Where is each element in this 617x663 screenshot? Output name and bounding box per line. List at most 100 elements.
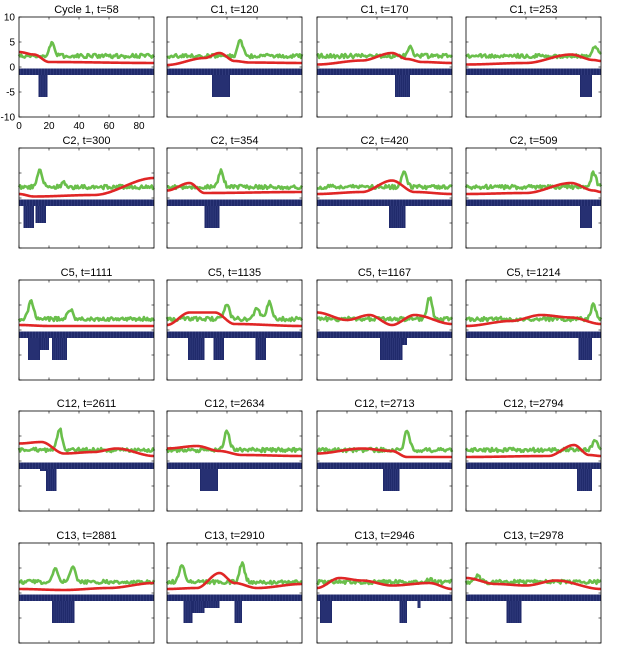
subplot-background [317,17,452,117]
x-tick-label: 20 [43,121,55,132]
red-series-line [316,576,453,591]
x-tick-label: 40 [73,121,85,132]
subplot-11: C5, t=1167 [316,267,454,381]
neg-bar [40,469,46,471]
subplot-background [317,411,452,511]
y-tick-label: -5 [6,88,15,99]
neg-bar [23,206,34,228]
neg-bar [35,206,46,223]
neg-bar [200,469,218,491]
subplot-background [466,280,601,380]
subplot-title: C13, t=2978 [503,530,563,542]
red-series-line [465,53,602,66]
subplot-background [19,280,154,380]
subplot-title: C13, t=2910 [204,530,264,542]
red-series-line [316,179,453,196]
green-series-line [315,44,454,60]
subplot-title: C13, t=2946 [354,530,414,542]
subplot-title: Cycle 1, t=58 [54,4,119,16]
subplot-9: C5, t=1111 [17,267,156,381]
green-series-line [316,170,453,191]
red-series-line [18,176,155,198]
subplot-5: C2, t=300 [17,135,155,249]
x-tick-label: 0 [16,121,22,132]
green-series-line [464,170,603,191]
red-series-line [465,576,602,591]
red-series-line [166,571,303,591]
red-series-line [316,311,453,327]
subplot-13: C12, t=2611 [17,398,156,512]
neg-bar [212,75,230,97]
subplot-title: C1, t=170 [360,4,408,16]
subplot-title: C12, t=2713 [354,398,414,410]
subplot-title: C12, t=2794 [503,398,563,410]
subplot-8: C2, t=509 [464,135,603,249]
subplot-16: C12, t=2794 [464,398,602,512]
neg-bar [38,75,48,97]
subplot-17: C13, t=2881 [18,530,156,644]
green-series-line [166,38,304,60]
subplot-title: C5, t=1111 [61,267,113,279]
subplot-6: C2, t=354 [166,135,304,249]
subplot-title: C5, t=1167 [358,267,411,279]
subplot-title: C5, t=1135 [208,267,261,279]
red-series-line [18,581,155,592]
subplot-15: C12, t=2713 [316,398,454,512]
neg-bar [52,601,75,623]
subplot-18: C13, t=2910 [165,530,303,644]
subplot-19: C13, t=2946 [316,530,453,644]
subplot-20: C13, t=2978 [464,530,602,644]
subplot-title: C1, t=253 [509,4,557,16]
subplot-background [317,543,452,643]
red-series-line [166,51,303,67]
x-tick-label: 80 [133,121,145,132]
y-tick-label: 10 [4,13,16,24]
neg-bar [183,601,193,623]
subplot-4: C1, t=253 [465,4,602,118]
neg-bar [255,338,266,360]
green-series-line [165,429,303,454]
green-series-line [165,299,304,323]
subplot-background [19,148,154,248]
subplot-10: C5, t=1135 [165,267,304,381]
red-series-line [465,443,602,459]
subplot-background [466,17,601,117]
subplot-7: C2, t=420 [316,135,453,249]
subplot-3: C1, t=170 [315,4,454,118]
green-series-line [18,565,156,586]
green-series-line [464,438,602,454]
subplot-title: C2, t=420 [360,135,408,147]
red-series-line [18,440,155,458]
subplot-12: C5, t=1214 [464,267,603,381]
subplot-title: C5, t=1214 [506,267,560,279]
red-series-line [465,313,602,328]
subplot-title: C1, t=120 [210,4,258,16]
subplot-title: C13, t=2881 [56,530,116,542]
red-series-line [18,50,155,65]
subplot-title: C12, t=2634 [204,398,264,410]
x-tick-label: 60 [103,121,115,132]
subplot-background [19,17,154,117]
green-series-line [166,168,304,191]
subplot-2: C1, t=120 [166,4,304,118]
green-series-line [17,299,156,323]
subplot-background [466,543,601,643]
red-series-line [316,447,453,459]
neg-bar [40,338,49,350]
y-tick-label: 5 [9,38,15,49]
red-series-line [316,51,453,66]
red-series-line [465,181,602,196]
red-series-line [166,444,303,458]
neg-bar [380,338,403,360]
subplot-background [317,280,452,380]
neg-bar [578,338,592,360]
subplot-background [167,280,302,380]
red-series-line [166,311,303,328]
subplot-title: C2, t=354 [210,135,258,147]
subplot-title: C2, t=509 [509,135,557,147]
red-series-line [18,323,155,328]
red-series-line [166,181,303,195]
subplot-background [466,411,601,511]
